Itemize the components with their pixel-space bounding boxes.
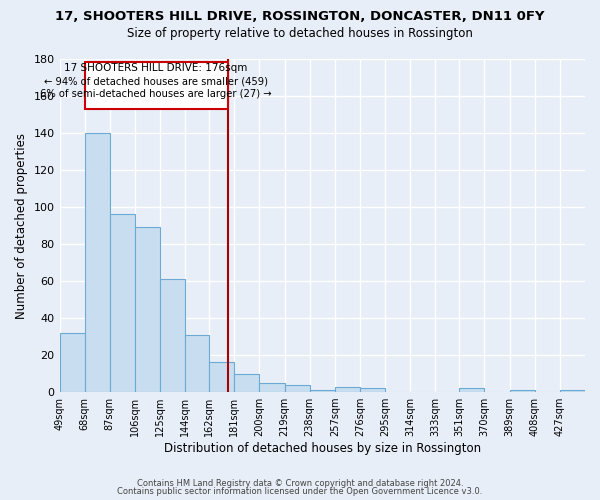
Y-axis label: Number of detached properties: Number of detached properties [15, 132, 28, 318]
Bar [59, 333, 85, 392]
Bar [259, 383, 284, 392]
Bar [85, 133, 110, 392]
Text: 17 SHOOTERS HILL DRIVE: 176sqm: 17 SHOOTERS HILL DRIVE: 176sqm [64, 64, 248, 74]
Bar [160, 279, 185, 392]
Text: ← 94% of detached houses are smaller (459): ← 94% of detached houses are smaller (45… [44, 76, 268, 86]
Bar [560, 390, 585, 392]
Text: Contains HM Land Registry data © Crown copyright and database right 2024.: Contains HM Land Registry data © Crown c… [137, 478, 463, 488]
Bar [110, 214, 135, 392]
X-axis label: Distribution of detached houses by size in Rossington: Distribution of detached houses by size … [164, 442, 481, 455]
Text: 17, SHOOTERS HILL DRIVE, ROSSINGTON, DONCASTER, DN11 0FY: 17, SHOOTERS HILL DRIVE, ROSSINGTON, DON… [55, 10, 545, 23]
Bar [335, 386, 360, 392]
Bar [135, 228, 160, 392]
Bar [234, 374, 259, 392]
Text: 6% of semi-detached houses are larger (27) →: 6% of semi-detached houses are larger (2… [40, 89, 272, 99]
Bar [209, 362, 234, 392]
Bar [185, 334, 209, 392]
Text: Size of property relative to detached houses in Rossington: Size of property relative to detached ho… [127, 28, 473, 40]
Bar [284, 384, 310, 392]
Bar [459, 388, 484, 392]
FancyBboxPatch shape [85, 62, 227, 109]
Bar [509, 390, 535, 392]
Bar [310, 390, 335, 392]
Bar [360, 388, 385, 392]
Text: Contains public sector information licensed under the Open Government Licence v3: Contains public sector information licen… [118, 487, 482, 496]
